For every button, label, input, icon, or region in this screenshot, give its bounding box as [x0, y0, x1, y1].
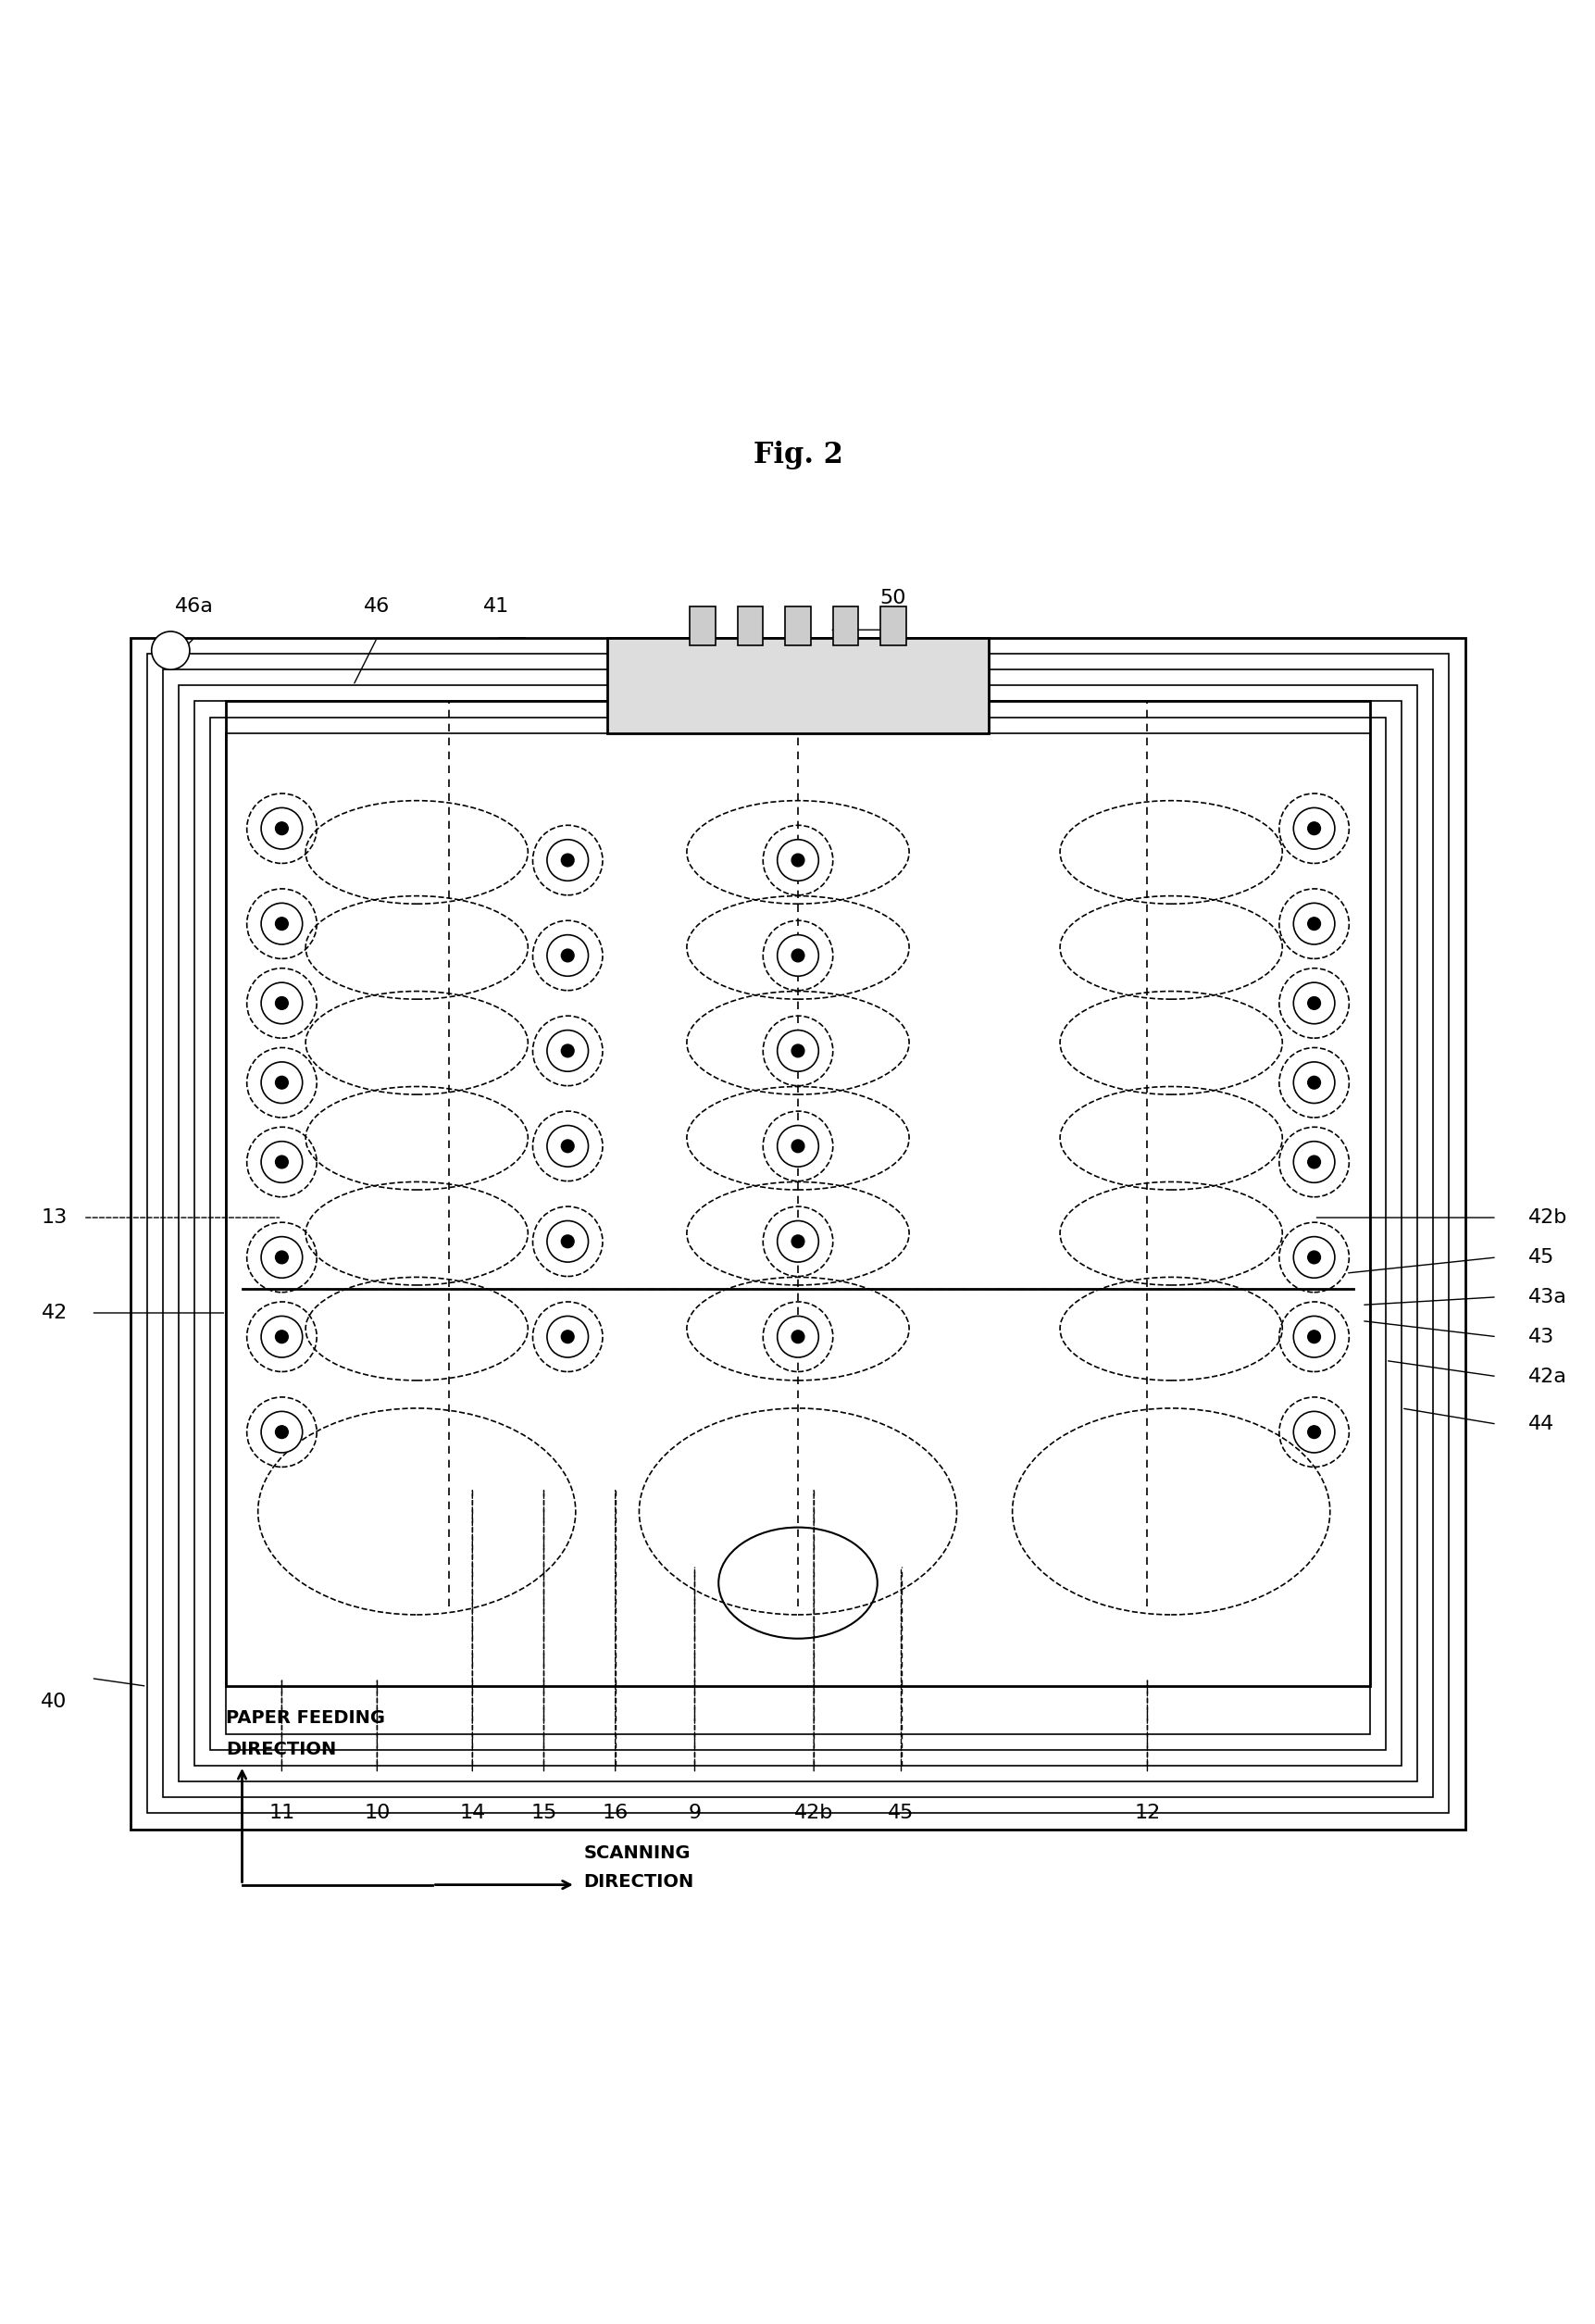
Circle shape — [276, 1076, 289, 1090]
Circle shape — [1306, 1076, 1319, 1090]
Text: 15: 15 — [531, 1803, 557, 1822]
Circle shape — [262, 1236, 303, 1278]
Circle shape — [777, 1125, 818, 1167]
Bar — [163, 669, 1432, 1796]
Bar — [226, 732, 1369, 1734]
Circle shape — [777, 934, 818, 976]
Text: 50: 50 — [879, 588, 906, 607]
Circle shape — [262, 983, 303, 1025]
Circle shape — [276, 1425, 289, 1439]
Circle shape — [276, 1250, 289, 1264]
Bar — [737, 607, 762, 646]
Circle shape — [1292, 1141, 1333, 1183]
Text: 42b: 42b — [1528, 1208, 1566, 1227]
Bar — [880, 607, 906, 646]
Bar — [226, 702, 1369, 1687]
Circle shape — [262, 904, 303, 944]
Circle shape — [561, 1043, 574, 1057]
Circle shape — [1292, 1236, 1333, 1278]
Text: 42: 42 — [41, 1304, 67, 1322]
Circle shape — [1306, 1155, 1319, 1169]
Text: DIRECTION: DIRECTION — [226, 1741, 337, 1759]
Circle shape — [791, 1234, 804, 1248]
Text: 12: 12 — [1134, 1803, 1160, 1822]
Text: 43a: 43a — [1528, 1287, 1566, 1306]
Bar — [689, 607, 715, 646]
Text: 10: 10 — [364, 1803, 391, 1822]
Circle shape — [276, 1329, 289, 1343]
Bar — [608, 637, 987, 732]
Circle shape — [791, 1043, 804, 1057]
Circle shape — [276, 997, 289, 1009]
Text: 46: 46 — [364, 597, 389, 616]
Bar — [179, 686, 1416, 1783]
Circle shape — [561, 948, 574, 962]
Circle shape — [561, 853, 574, 867]
Bar — [131, 637, 1464, 1829]
Text: 9: 9 — [687, 1803, 700, 1822]
Bar — [211, 718, 1384, 1750]
Circle shape — [791, 853, 804, 867]
Circle shape — [547, 1030, 589, 1071]
Text: 40: 40 — [41, 1692, 67, 1710]
Text: 11: 11 — [268, 1803, 295, 1822]
Circle shape — [777, 839, 818, 881]
Text: DIRECTION: DIRECTION — [584, 1873, 694, 1889]
Circle shape — [1292, 1315, 1333, 1357]
Circle shape — [777, 1315, 818, 1357]
Circle shape — [791, 948, 804, 962]
Circle shape — [262, 1062, 303, 1104]
Text: PAPER FEEDING: PAPER FEEDING — [226, 1708, 386, 1727]
Circle shape — [547, 1220, 589, 1262]
Circle shape — [276, 1155, 289, 1169]
Text: 42a: 42a — [1528, 1367, 1566, 1385]
Text: 44: 44 — [1528, 1415, 1554, 1434]
Circle shape — [547, 934, 589, 976]
Text: 45: 45 — [1528, 1248, 1554, 1267]
Circle shape — [1292, 1411, 1333, 1452]
Circle shape — [1306, 823, 1319, 834]
Circle shape — [152, 632, 190, 669]
Text: 41: 41 — [483, 597, 509, 616]
Circle shape — [777, 1220, 818, 1262]
Text: SCANNING: SCANNING — [584, 1845, 691, 1862]
Circle shape — [547, 1315, 589, 1357]
Circle shape — [1306, 918, 1319, 930]
Text: 13: 13 — [41, 1208, 67, 1227]
Circle shape — [547, 1125, 589, 1167]
Bar — [147, 653, 1448, 1813]
Circle shape — [1292, 983, 1333, 1025]
Circle shape — [1292, 1062, 1333, 1104]
Bar — [785, 607, 810, 646]
Text: 46a: 46a — [175, 597, 214, 616]
Circle shape — [262, 1411, 303, 1452]
Bar — [195, 702, 1400, 1766]
Text: 43: 43 — [1528, 1327, 1554, 1346]
Circle shape — [561, 1234, 574, 1248]
Bar — [833, 607, 858, 646]
Text: 42b: 42b — [794, 1803, 833, 1822]
Text: 14: 14 — [459, 1803, 485, 1822]
Circle shape — [262, 1315, 303, 1357]
Circle shape — [1292, 809, 1333, 848]
Circle shape — [262, 809, 303, 848]
Circle shape — [262, 1141, 303, 1183]
Circle shape — [561, 1329, 574, 1343]
Circle shape — [1306, 1425, 1319, 1439]
Circle shape — [547, 839, 589, 881]
Text: Fig. 2: Fig. 2 — [753, 442, 842, 469]
Circle shape — [1306, 997, 1319, 1009]
Circle shape — [791, 1139, 804, 1153]
Circle shape — [791, 1329, 804, 1343]
Circle shape — [777, 1030, 818, 1071]
Text: 45: 45 — [887, 1803, 914, 1822]
Circle shape — [276, 918, 289, 930]
Circle shape — [1292, 904, 1333, 944]
Circle shape — [1306, 1250, 1319, 1264]
Circle shape — [1306, 1329, 1319, 1343]
Circle shape — [276, 823, 289, 834]
Circle shape — [561, 1139, 574, 1153]
Text: 16: 16 — [601, 1803, 628, 1822]
